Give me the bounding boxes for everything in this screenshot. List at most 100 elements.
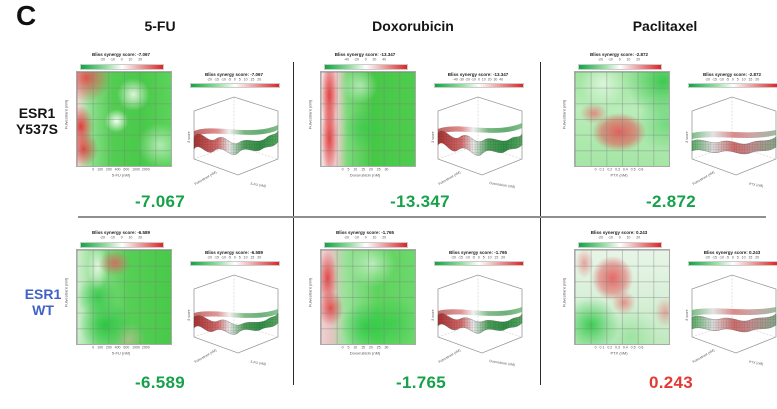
colorbar-ticks: -20 -10 0 10 20 [343,236,387,240]
surface3d-ptx-y537s: Bliss synergy score: -2.872 -20 -15 -10 … [682,72,777,204]
panel-dox-wt: Bliss synergy score: -1.765 -20 -10 0 10… [304,230,532,390]
surface3d-plot: PTX (nM) Fulvestrant (nM) δ score [685,274,777,366]
synergy-score-ptx-wt: 0.243 [649,373,693,393]
surface-x-axis-label: PTX (nM) [749,182,764,188]
heatmap-title: Bliss synergy score: -6.589 [91,230,151,235]
synergy-heatmap-grid [574,71,670,167]
surface-x-axis-label: Doxorubicin (nM) [489,359,515,367]
surface3d-plot: Doxorubicin (nM) Fulvestrant (nM) δ scor… [431,96,523,189]
synergy-colorbar [324,64,408,70]
heatmap-title: Bliss synergy score: -13.347 [334,52,396,57]
heatmap-x-ticks: 0 5 10 15 20 25 30 [341,168,389,172]
synergy-colorbar [688,83,777,88]
synergy-colorbar [80,242,164,248]
surface3d-dox-wt: Bliss synergy score: -1.765 -20 -15 -10 … [428,250,528,382]
synergy-score-5fu-wt: -6.589 [135,373,185,393]
surface-y-axis-label: Fulvestrant (nM) [194,170,217,186]
panel-5fu-y537s: Bliss synergy score: -7.067 -20 -10 0 10… [60,52,288,212]
surface-colorbar-ticks: -20 -15 -10 -5 0 5 10 15 20 [704,256,760,260]
surface-z-axis-label: δ score [685,131,689,142]
synergy-heatmap-grid [76,71,172,167]
surface-back-band [194,309,278,318]
heatmap-title: Bliss synergy score: 0.243 [590,230,648,235]
synergy-heatmap-grid [76,249,172,345]
heatmap-x-axis-label: Doxorubicin (nM) [349,351,381,356]
plot-box [193,96,279,176]
surface-title: Bliss synergy score: 0.243 [703,250,761,255]
panel-ptx-y537s: Bliss synergy score: -2.872 -20 -10 0 10… [558,52,777,212]
heatmap-y-axis-label: Fulvestrant (nM) [561,277,567,308]
surface-mesh [692,137,776,155]
surface-y-axis-label: Fulvestrant (nM) [438,348,461,364]
heatmap-5fu-y537s: Bliss synergy score: -7.067 -20 -10 0 10… [60,52,182,184]
heatmap-x-ticks: 0 0.1 0.2 0.3 0.4 0.5 0.6 [594,168,644,172]
surface-back-band [438,123,522,134]
surface3d-5fu-y537s: Bliss synergy score: -7.067 -20 -15 -10 … [184,72,284,204]
score-value: -2.872 [645,192,697,211]
synergy-colorbar [324,242,408,248]
synergy-heatmap-grid [320,71,416,167]
colorbar-ticks: -20 -10 0 10 20 [597,58,641,62]
surface-x-axis-label: Doxorubicin (nM) [489,181,515,189]
surface-back-band [692,307,776,316]
heatmap-dox-y537s: Bliss synergy score: -13.347 -40 -20 0 2… [304,52,426,184]
heatmap-x-ticks: 0 5 10 15 20 25 30 [341,346,389,350]
heatmap-x-ticks: 0 0.1 0.2 0.3 0.4 0.5 0.6 [594,346,644,350]
panel-ptx-wt: Bliss synergy score: 0.243 -20 -10 0 10 … [558,230,777,390]
column-divider-1 [293,62,294,385]
surface3d-ptx-wt: Bliss synergy score: 0.243 -20 -15 -10 -… [682,250,777,382]
surface-y-axis-label: Fulvestrant (nM) [438,170,461,186]
panel-dox-y537s: Bliss synergy score: -13.347 -40 -20 0 2… [304,52,532,212]
heatmap-y-axis-label: Fulvestrant (nM) [561,99,567,130]
column-header-paclitaxel: Paclitaxel [632,18,698,34]
heatmap-x-ticks: 0 100 200 400 600 1000 2000 [92,346,150,350]
colorbar-ticks: -20 -10 0 10 20 [99,58,143,62]
surface-title: Bliss synergy score: -1.765 [448,250,508,255]
synergy-colorbar [578,242,662,248]
surface-back-band [692,130,776,139]
surface3d-dox-y537s: Bliss synergy score: -13.347 -40 -30 -20… [428,72,528,204]
surface-title: Bliss synergy score: -13.347 [447,72,509,77]
surface3d-plot: Doxorubicin (nM) Fulvestrant (nM) δ scor… [431,274,523,367]
heatmap-title: Bliss synergy score: -2.872 [589,52,649,57]
surface3d-plot: 5-FU (nM) Fulvestrant (nM) δ score [187,274,279,366]
synergy-score-dox-y537s: -13.347 [390,192,450,212]
heatmap-title: Bliss synergy score: -7.067 [91,52,151,57]
heatmap-ptx-y537s: Bliss synergy score: -2.872 -20 -10 0 10… [558,52,680,184]
synergy-colorbar [434,261,524,266]
surface-mesh [438,313,522,334]
surface-z-axis-label: δ score [431,131,435,142]
heatmap-y-axis-label: Fulvestrant (nM) [63,99,69,130]
heatmap-x-axis-label: PTX (nM) [610,351,628,356]
colorbar-ticks: -40 -20 0 20 40 [343,58,387,62]
heatmap-y-axis-label: Fulvestrant (nM) [307,277,313,308]
surface-title: Bliss synergy score: -6.589 [204,250,264,255]
surface-back-band [438,307,522,316]
row-label-esr1-y537s: ESR1 Y537S [15,105,59,137]
heatmap-5fu-wt: Bliss synergy score: -6.589 -20 -10 0 10… [60,230,182,362]
surface-colorbar-ticks: -20 -15 -10 -5 0 5 10 15 20 [206,78,262,82]
surface-title: Bliss synergy score: -2.872 [702,72,762,77]
surface-z-axis-label: δ score [685,309,689,320]
surface-mesh [438,130,522,156]
surface-y-axis-label: Fulvestrant (nM) [692,170,715,186]
synergy-colorbar [80,64,164,70]
column-header-doxorubicin: Doxorubicin [372,18,454,34]
heatmap-x-axis-label: Doxorubicin (nM) [349,173,381,178]
panel-5fu-wt: Bliss synergy score: -6.589 -20 -10 0 10… [60,230,288,390]
surface-x-axis-label: 5-FU (nM) [250,360,266,366]
score-value: -6.589 [134,373,186,392]
heatmap-title: Bliss synergy score: -1.765 [335,230,395,235]
surface-back-band [194,125,278,136]
surface3d-5fu-wt: Bliss synergy score: -6.589 -20 -15 -10 … [184,250,284,382]
synergy-score-dox-wt: -1.765 [396,373,446,393]
surface-x-axis-label: 5-FU (nM) [250,182,266,188]
synergy-score-5fu-y537s: -7.067 [135,192,185,212]
plot-box-back-edges [193,275,279,338]
surface-y-axis-label: Fulvestrant (nM) [194,348,217,364]
surface-mesh [194,131,278,155]
synergy-colorbar [578,64,662,70]
panel-label: C [16,0,37,31]
heatmap-ptx-wt: Bliss synergy score: 0.243 -20 -10 0 10 … [558,230,680,362]
